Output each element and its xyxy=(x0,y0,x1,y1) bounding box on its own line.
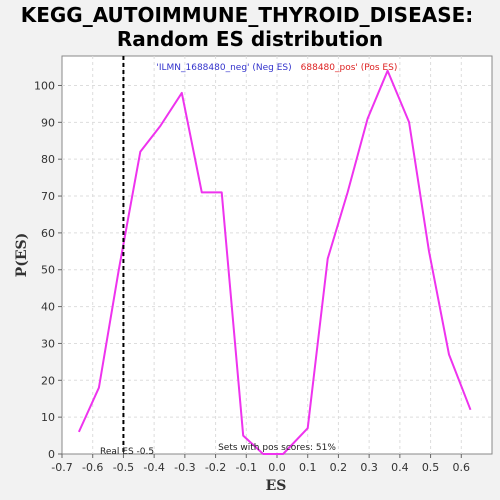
x-tick-label: 0.0 xyxy=(268,461,286,474)
x-tick-label: 0.2 xyxy=(330,461,348,474)
x-tick-label: -0.7 xyxy=(51,461,72,474)
x-tick-label: -0.1 xyxy=(236,461,257,474)
y-tick-label: 60 xyxy=(41,227,55,240)
real-es-annotation: Real ES -0.5 xyxy=(100,447,154,457)
x-tick-label: -0.2 xyxy=(205,461,226,474)
x-tick-label: 0.5 xyxy=(422,461,440,474)
legend-neg-label: 'ILMN_1688480_neg' (Neg ES) xyxy=(156,63,291,73)
y-tick-label: 40 xyxy=(41,301,55,314)
chart-title-line2: Random ES distribution xyxy=(117,27,383,51)
y-tick-label: 50 xyxy=(41,264,55,277)
chart-title-line1: KEGG_AUTOIMMUNE_THYROID_DISEASE: xyxy=(21,3,474,27)
y-tick-label: 100 xyxy=(34,79,55,92)
axes: -0.7 -0.6 -0.5 -0.4 -0.3 -0.2 -0.1 0.0 0.1 0.2 0.3… xyxy=(34,79,470,474)
x-tick-label: -0.4 xyxy=(143,461,164,474)
x-tick-label: 0.4 xyxy=(391,461,409,474)
x-tick-label: 0.1 xyxy=(299,461,317,474)
x-tick-label: 0.3 xyxy=(360,461,378,474)
x-axis-label: ES xyxy=(266,478,287,494)
x-tick-label: -0.3 xyxy=(174,461,195,474)
y-tick-label: 10 xyxy=(41,411,55,424)
y-tick-label: 30 xyxy=(41,337,55,350)
legend-pos-label: 688480_pos' (Pos ES) xyxy=(301,63,398,73)
y-tick-label: 0 xyxy=(48,448,55,461)
x-tick-label: -0.6 xyxy=(82,461,103,474)
sets-pos-annotation: Sets with pos scores: 51% xyxy=(218,443,336,453)
x-tick-label: -0.5 xyxy=(113,461,134,474)
es-distribution-line xyxy=(77,69,472,455)
y-tick-label: 90 xyxy=(41,116,55,129)
x-tick-label: 0.6 xyxy=(453,461,471,474)
y-tick-label: 20 xyxy=(41,374,55,387)
y-tick-label: 80 xyxy=(41,153,55,166)
y-tick-label: 70 xyxy=(41,190,55,203)
series-layer xyxy=(77,69,472,455)
y-axis-label: P(ES) xyxy=(14,233,30,278)
